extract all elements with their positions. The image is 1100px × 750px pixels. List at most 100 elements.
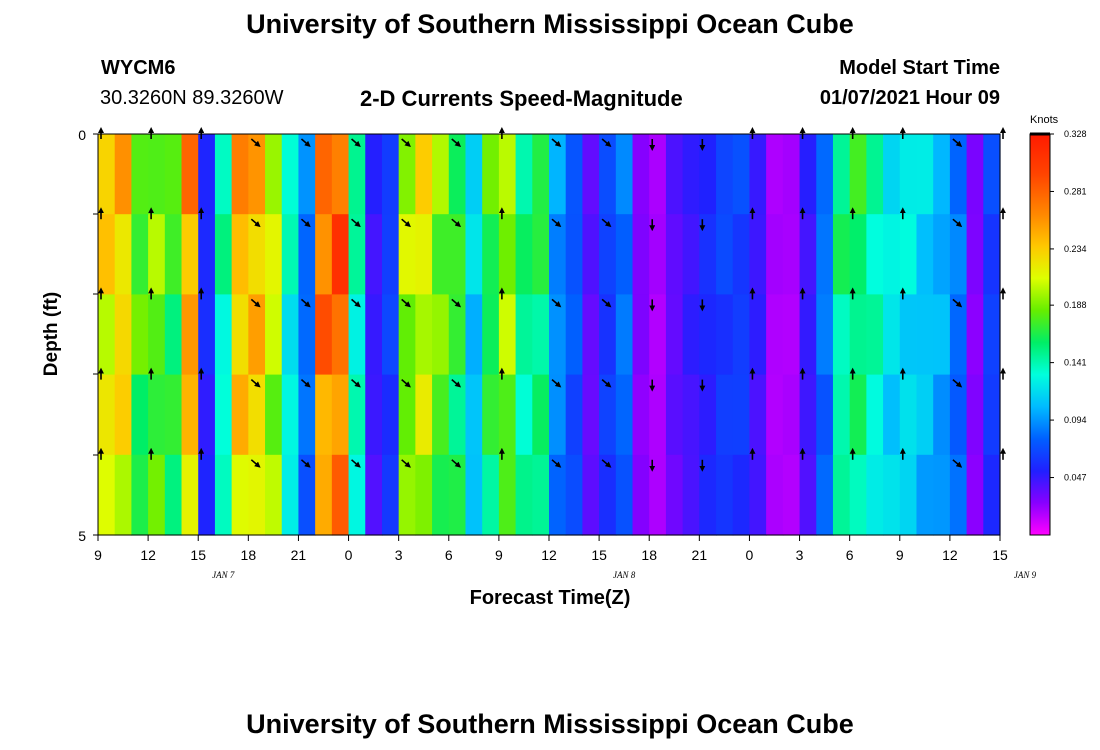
heatmap-cell bbox=[515, 214, 533, 295]
current-arrow bbox=[250, 298, 261, 308]
current-arrow bbox=[401, 459, 411, 468]
heatmap-cell bbox=[365, 294, 383, 376]
heatmap-cell bbox=[649, 374, 667, 456]
heatmap-cell bbox=[181, 294, 199, 376]
x-date-label: JAN 9 bbox=[1014, 570, 1037, 580]
heatmap-cell bbox=[515, 374, 533, 456]
current-arrow bbox=[300, 298, 311, 308]
heatmap-cell bbox=[565, 374, 583, 456]
heatmap-cell bbox=[532, 214, 550, 295]
heatmap-cell bbox=[565, 134, 583, 215]
current-arrow bbox=[300, 218, 311, 228]
current-arrow bbox=[952, 138, 963, 147]
heatmap-cell bbox=[632, 134, 650, 215]
heatmap-cell bbox=[732, 374, 751, 456]
heatmap-cell bbox=[649, 294, 667, 376]
colorbar-tick-label: 0.281 bbox=[1064, 186, 1087, 196]
footer-title: University of Southern Mississippi Ocean… bbox=[246, 709, 854, 739]
current-arrow bbox=[250, 138, 261, 147]
heatmap-cell bbox=[949, 214, 968, 295]
heatmap-cell bbox=[966, 134, 984, 215]
heatmap-cell bbox=[164, 134, 183, 215]
heatmap-cell bbox=[198, 454, 216, 536]
heatmap-cell bbox=[98, 294, 116, 376]
heatmap-cell bbox=[265, 294, 283, 376]
model-start-value: 01/07/2021 Hour 09 bbox=[819, 87, 1000, 109]
page-title: University of Southern Mississippi Ocean… bbox=[246, 9, 854, 39]
heatmap-cell bbox=[883, 454, 901, 536]
x-axis-label: Forecast Time(Z) bbox=[470, 587, 631, 609]
heatmap-cell bbox=[665, 454, 684, 536]
heatmap-cell bbox=[164, 294, 183, 376]
heatmap-cell bbox=[832, 294, 851, 376]
heatmap-cell bbox=[549, 134, 567, 215]
heatmap-cells bbox=[98, 134, 1001, 536]
heatmap-cell bbox=[198, 214, 216, 295]
heatmap-cell bbox=[632, 214, 650, 295]
heatmap-cell bbox=[983, 454, 1001, 536]
heatmap-cell bbox=[582, 374, 600, 456]
heatmap-cell bbox=[265, 374, 283, 456]
heatmap-cell bbox=[248, 454, 266, 536]
heatmap-cell bbox=[381, 134, 400, 215]
colorbar-tick-label: 0.234 bbox=[1064, 244, 1087, 254]
heatmap-cell bbox=[398, 374, 416, 456]
heatmap-cell bbox=[933, 374, 951, 456]
heatmap-cell bbox=[766, 134, 784, 215]
heatmap-cell bbox=[532, 454, 550, 536]
heatmap-cell bbox=[231, 454, 249, 536]
x-tick-label: 12 bbox=[541, 547, 557, 563]
heatmap-cell bbox=[716, 294, 734, 376]
heatmap-cell bbox=[482, 214, 500, 295]
heatmap-cell bbox=[281, 214, 300, 295]
heatmap-cell bbox=[983, 294, 1001, 376]
heatmap-cell bbox=[214, 134, 233, 215]
heatmap-cell bbox=[732, 454, 751, 536]
heatmap-cell bbox=[131, 374, 149, 456]
heatmap-cell bbox=[766, 374, 784, 456]
current-arrow bbox=[551, 378, 562, 388]
x-tick-label: 21 bbox=[291, 547, 307, 563]
x-tick-label: 6 bbox=[846, 547, 854, 563]
heatmap-cell bbox=[983, 134, 1001, 215]
heatmap-cell bbox=[381, 454, 400, 536]
heatmap-cell bbox=[348, 454, 366, 536]
current-arrow bbox=[401, 218, 411, 228]
heatmap-cell bbox=[348, 294, 366, 376]
heatmap-cell bbox=[983, 214, 1001, 295]
heatmap-cell bbox=[214, 454, 233, 536]
heatmap-cell bbox=[148, 134, 166, 215]
heatmap-cell bbox=[582, 134, 600, 215]
current-arrow bbox=[451, 138, 462, 147]
heatmap-cell bbox=[148, 374, 166, 456]
heatmap-cell bbox=[966, 454, 984, 536]
heatmap-cell bbox=[265, 214, 283, 295]
heatmap-cell bbox=[766, 214, 784, 295]
heatmap-cell bbox=[732, 294, 751, 376]
heatmap-cell bbox=[231, 214, 249, 295]
heatmap-cell bbox=[148, 214, 166, 295]
heatmap-cell bbox=[749, 214, 767, 295]
heatmap-cell bbox=[716, 214, 734, 295]
heatmap-cell bbox=[281, 454, 300, 536]
heatmap-cell bbox=[331, 374, 350, 456]
heatmap-cell bbox=[849, 454, 867, 536]
current-arrow bbox=[250, 459, 261, 468]
heatmap-cell bbox=[916, 294, 934, 376]
current-arrow bbox=[300, 378, 311, 388]
heatmap-cell bbox=[716, 454, 734, 536]
heatmap-cell bbox=[148, 454, 166, 536]
heatmap-cell bbox=[298, 134, 316, 215]
heatmap-cell bbox=[649, 214, 667, 295]
model-start-label: Model Start Time bbox=[839, 57, 1000, 79]
heatmap-cell bbox=[933, 294, 951, 376]
heatmap-cell bbox=[816, 214, 834, 295]
heatmap-cell bbox=[682, 214, 700, 295]
current-arrow bbox=[451, 218, 462, 228]
heatmap-cell bbox=[649, 454, 667, 536]
heatmap-cell bbox=[398, 134, 416, 215]
heatmap-cell bbox=[899, 294, 918, 376]
heatmap-cell bbox=[665, 374, 684, 456]
heatmap-cell bbox=[782, 374, 801, 456]
heatmap-cell bbox=[832, 374, 851, 456]
